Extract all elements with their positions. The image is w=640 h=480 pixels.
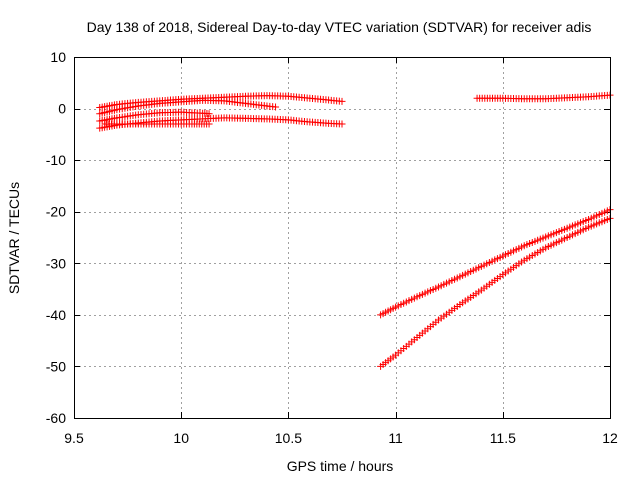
y-tick-label: -60: [46, 410, 66, 426]
x-tick-labels: 9.5 10 10.5 11 11.5 12: [64, 430, 618, 446]
data-point: [205, 110, 213, 118]
series-track-5: [102, 120, 213, 128]
y-tick-label: -40: [46, 307, 66, 323]
x-tick-label: 12: [602, 430, 618, 446]
x-tick-label: 10: [173, 430, 189, 446]
y-axis-label: SDTVAR / TECUs: [6, 182, 22, 294]
series-track-1: [96, 92, 346, 112]
x-tick-label: 11: [388, 430, 403, 446]
series-track-3: [96, 108, 213, 125]
y-tick-label: -30: [46, 255, 66, 271]
plot-frame: [74, 57, 611, 419]
data-points: [96, 91, 614, 370]
series-track-8: [377, 214, 614, 370]
series-track-4: [96, 114, 346, 132]
y-tick-label: -20: [46, 204, 66, 220]
series-track-7: [377, 206, 614, 319]
data-point: [205, 120, 213, 128]
x-axis-label: GPS time / hours: [287, 458, 394, 474]
x-tick-label: 11.5: [490, 430, 516, 446]
x-tick-label: 10.5: [275, 430, 302, 446]
data-point: [272, 103, 280, 111]
y-tick-label: -10: [46, 152, 66, 168]
y-tick-label: 0: [58, 101, 66, 117]
chart-title: Day 138 of 2018, Sidereal Day-to-day VTE…: [87, 19, 592, 35]
data-point: [338, 120, 346, 128]
y-tick-labels: -60 -50 -40 -30 -20 -10 0 10: [46, 49, 66, 426]
series-track-2: [96, 96, 280, 118]
x-tick-label: 9.5: [64, 430, 84, 446]
y-tick-label: -50: [46, 358, 66, 374]
data-point: [338, 97, 346, 105]
y-tick-label: 10: [50, 49, 66, 65]
series-track-6: [473, 91, 614, 103]
